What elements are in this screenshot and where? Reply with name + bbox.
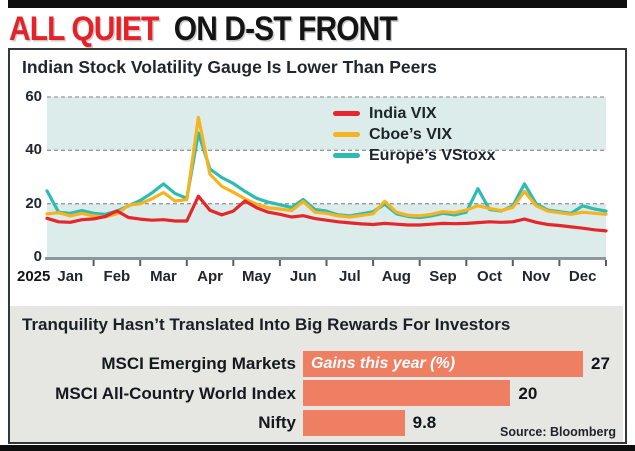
legend-swatch-icon	[333, 153, 360, 158]
legend-swatch-icon	[333, 111, 360, 116]
line-chart-title: Indian Stock Volatility Gauge Is Lower T…	[22, 57, 437, 77]
y-tick-label: 60	[25, 88, 42, 105]
x-tick-label: Aug	[381, 268, 411, 285]
x-axis-year-label: 2025	[17, 268, 51, 285]
x-tick-label: Nov	[521, 268, 551, 285]
legend-item: Europe’s VStoxx	[333, 145, 496, 166]
y-tick-label: 40	[25, 141, 42, 159]
bar-chart-title: Tranquility Hasn’t Translated Into Big R…	[22, 315, 511, 334]
legend-label: India VIX	[369, 104, 437, 122]
legend-label: Europe’s VStoxx	[369, 146, 496, 164]
bar-annotation: Gains this year (%)	[311, 355, 456, 372]
headline-red-text: ALL QUIET	[9, 10, 159, 48]
bar-row: MSCI All-Country World Index 20	[10, 380, 623, 407]
bar-category-label: MSCI Emerging Markets	[101, 354, 296, 373]
y-tick-label: 0	[33, 248, 42, 265]
bar-rows: MSCI Emerging Markets Gains this year (%)…	[10, 350, 623, 439]
bar-value-label: 9.8	[412, 413, 437, 432]
plot-band	[47, 97, 606, 151]
bar-row: Nifty 9.8	[10, 409, 623, 436]
x-tick-label: Jul	[338, 268, 361, 285]
bar-row: MSCI Emerging Markets Gains this year (%)…	[10, 350, 623, 377]
x-tick-label: Dec	[568, 268, 597, 285]
bar-category-label: MSCI All-Country World Index	[55, 383, 296, 403]
x-tick-label: Feb	[103, 268, 131, 285]
top-rule	[8, 0, 627, 8]
legend: India VIX Cboe’s VIX Europe’s VStoxx	[333, 103, 496, 166]
line-chart-plot	[45, 96, 608, 266]
bar	[303, 380, 511, 406]
x-tick-label: Apr	[197, 268, 223, 285]
series-line	[45, 115, 608, 219]
bar	[303, 350, 583, 377]
x-tick-label: Jun	[289, 268, 317, 285]
x-tick-label: Mar	[150, 268, 177, 285]
x-tick-label: Sep	[429, 268, 457, 285]
x-tick-label: Jan	[57, 268, 84, 285]
x-tick-label: May	[242, 268, 272, 285]
legend-label: Cboe’s VIX	[369, 125, 452, 143]
series-line	[45, 194, 608, 233]
masthead-headline: ALL QUIET ON D-ST FRONT	[9, 10, 398, 49]
bar-category-label: Nifty	[258, 413, 296, 432]
source-label: Source: Bloomberg	[500, 425, 616, 439]
legend-item: Cboe’s VIX	[333, 124, 496, 145]
line-chart-svg	[45, 96, 608, 266]
bar-value-label: 20	[518, 383, 538, 403]
bar-chart-panel: Tranquility Hasn’t Translated Into Big R…	[10, 306, 623, 442]
legend-item: India VIX	[333, 103, 496, 124]
legend-swatch-icon	[333, 132, 360, 137]
bottom-rule	[0, 445, 635, 451]
x-tick-label: Oct	[477, 268, 503, 285]
bar-value-label: 27	[591, 354, 610, 373]
bar	[303, 409, 405, 436]
headline-black-text: ON D-ST FRONT	[173, 10, 398, 48]
y-tick-label: 20	[25, 194, 42, 212]
